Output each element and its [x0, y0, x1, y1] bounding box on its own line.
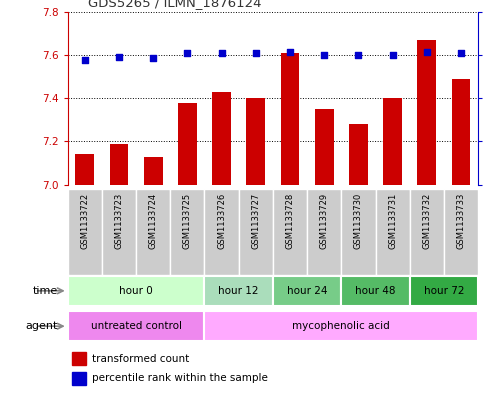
Point: [423, 48, 431, 55]
Bar: [246, 98, 265, 185]
Point: [218, 50, 226, 57]
Bar: [68, 189, 102, 275]
Bar: [341, 189, 376, 275]
Bar: [68, 311, 204, 341]
Bar: [68, 276, 204, 306]
Text: hour 0: hour 0: [119, 286, 153, 296]
Text: GSM1133732: GSM1133732: [422, 193, 431, 249]
Text: hour 48: hour 48: [355, 286, 396, 296]
Point: [81, 57, 88, 63]
Bar: [383, 98, 402, 185]
Bar: [315, 109, 334, 185]
Bar: [307, 189, 341, 275]
Bar: [341, 276, 410, 306]
Text: hour 72: hour 72: [424, 286, 464, 296]
Text: GSM1133724: GSM1133724: [149, 193, 157, 249]
Text: percentile rank within the sample: percentile rank within the sample: [92, 373, 268, 383]
Bar: [75, 154, 94, 185]
Bar: [349, 124, 368, 185]
Bar: [144, 157, 163, 185]
Bar: [110, 143, 128, 185]
Text: GSM1133728: GSM1133728: [285, 193, 295, 249]
Bar: [281, 53, 299, 185]
Text: agent: agent: [26, 321, 58, 331]
Text: GSM1133725: GSM1133725: [183, 193, 192, 249]
Text: GSM1133727: GSM1133727: [251, 193, 260, 249]
Bar: [239, 189, 273, 275]
Point: [252, 50, 260, 57]
Text: GSM1133722: GSM1133722: [80, 193, 89, 249]
Point: [149, 55, 157, 62]
Text: hour 12: hour 12: [218, 286, 259, 296]
Bar: [204, 189, 239, 275]
Bar: [212, 92, 231, 185]
Bar: [170, 189, 204, 275]
Bar: [417, 40, 436, 185]
Bar: [178, 103, 197, 185]
Text: time: time: [33, 286, 58, 296]
Text: GSM1133726: GSM1133726: [217, 193, 226, 249]
Point: [389, 52, 397, 58]
Text: GSM1133733: GSM1133733: [456, 193, 466, 249]
Bar: [410, 276, 478, 306]
Text: untreated control: untreated control: [90, 321, 182, 331]
Text: mycophenolic acid: mycophenolic acid: [292, 321, 390, 331]
Bar: [444, 189, 478, 275]
Bar: [273, 189, 307, 275]
Text: GSM1133731: GSM1133731: [388, 193, 397, 249]
Bar: [452, 79, 470, 185]
Point: [184, 50, 191, 57]
Point: [355, 52, 362, 58]
Bar: [204, 276, 273, 306]
Bar: [72, 372, 86, 385]
Point: [320, 52, 328, 58]
Text: hour 24: hour 24: [287, 286, 327, 296]
Bar: [136, 189, 170, 275]
Point: [286, 48, 294, 55]
Bar: [410, 189, 444, 275]
Bar: [102, 189, 136, 275]
Bar: [273, 276, 341, 306]
Point: [115, 53, 123, 60]
Bar: [72, 352, 86, 365]
Text: GSM1133730: GSM1133730: [354, 193, 363, 249]
Text: GDS5265 / ILMN_1876124: GDS5265 / ILMN_1876124: [88, 0, 262, 9]
Bar: [204, 311, 478, 341]
Text: transformed count: transformed count: [92, 354, 189, 364]
Point: [457, 50, 465, 57]
Text: GSM1133729: GSM1133729: [320, 193, 329, 249]
Text: GSM1133723: GSM1133723: [114, 193, 124, 249]
Bar: [376, 189, 410, 275]
